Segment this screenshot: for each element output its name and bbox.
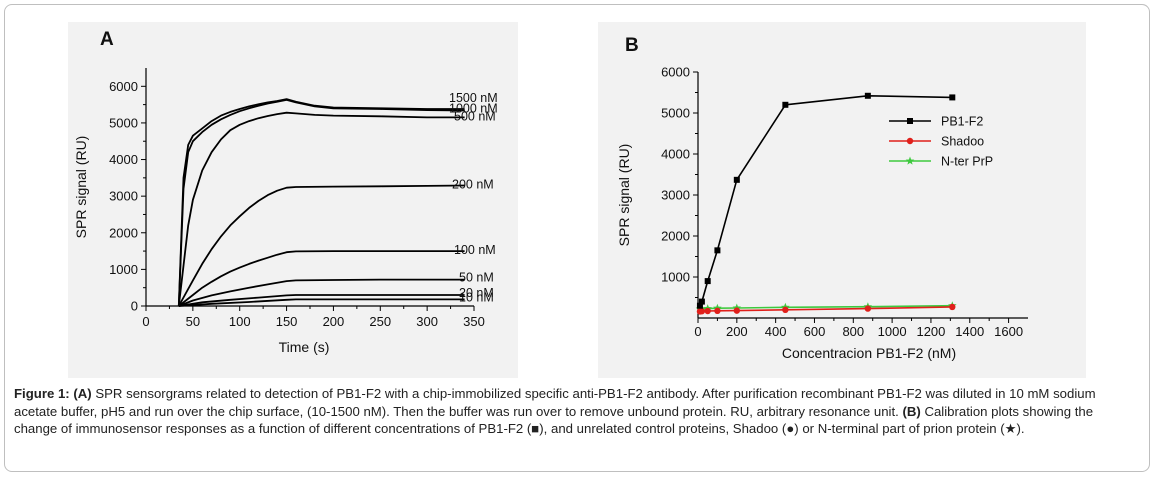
curve-label: 1500 nM [449,91,498,105]
curve-label: 1000 nM [449,101,498,115]
star-symbol: ★ [1004,421,1017,436]
x-tick-label: 300 [416,314,438,329]
sensorgram-curve [178,184,465,307]
x-tick-label: 1400 [955,324,984,339]
caption-label: Figure 1: [14,386,70,401]
sensorgram-curve [178,298,465,307]
circle-marker [714,307,721,315]
curve-label: 10 nM [459,290,494,304]
circle-marker [949,303,956,311]
curve-label: 500 nM [454,109,496,123]
y-tick-label: 4000 [109,152,138,167]
x-tick-label: 150 [276,314,298,329]
panel-b-letter: B [625,35,639,56]
star-marker [905,156,915,165]
circle-marker [782,306,789,313]
y-axis-title: SPR signal (RU) [616,144,632,247]
caption-b-text-3: ) or N-terminal part of prion protein ( [794,421,1005,436]
sensorgram-curve [178,294,465,307]
y-tick-label: 2000 [109,225,138,240]
y-tick-label: 1000 [109,262,138,277]
x-tick-label: 250 [369,314,391,329]
x-tick-label: 0 [142,314,149,329]
x-tick-label: 350 [463,314,485,329]
curve-label: 200 nM [452,178,494,192]
y-tick-label: 5000 [661,106,690,121]
figure-caption: Figure 1: (A) SPR sensorgrams related to… [14,385,1136,438]
chart-b: B 0 200 400 600 800 1000 1200 1400 1600 1000 2000 30… [616,35,1028,361]
y-tick-label: 6000 [109,79,138,94]
sensorgram-curve [178,250,465,307]
sensorgram-curve [177,99,465,307]
square-marker [696,302,703,309]
circle-marker [733,307,741,314]
legend-label: N-ter PrP [941,155,993,169]
circle-marker [698,308,706,315]
x-tick-label: 1000 [878,324,907,339]
sensorgram-curve [178,278,465,307]
caption-b-text-2: ), and unrelated control proteins, Shado… [539,421,787,436]
curve-label: 20 nM [459,286,494,300]
x-tick-label: 1200 [916,324,945,339]
y-tick-label: 3000 [661,188,690,203]
x-tick-label: 200 [323,314,345,329]
square-symbol: ■ [531,421,540,436]
chart-a: A 0 50 100 150 200 250 300 350 0 1000 2000 3000 4000 5… [73,29,498,355]
caption-b-text-4: ). [1016,421,1025,436]
circle-marker [704,307,711,315]
caption-a-tag: (A) [73,386,92,401]
square-marker [782,101,789,108]
y-tick-label: 6000 [661,65,690,80]
y-tick-label: 0 [131,299,138,314]
y-tick-label: 1000 [661,270,690,285]
square-marker [949,94,956,101]
x-tick-label: 800 [842,324,864,339]
caption-a-text: SPR sensorgrams related to detection of … [14,386,1096,419]
x-tick-label: 1600 [994,324,1023,339]
panel-b-background [598,22,1086,378]
legend-label: PB1-F2 [941,115,983,129]
x-tick-label: 50 [186,314,200,329]
x-tick-label: 400 [765,324,787,339]
square-marker [714,247,721,254]
x-tick-label: 600 [804,324,826,339]
caption-b-text-1: Calibration plots showing the change of … [14,403,1094,437]
y-tick-label: 2000 [661,229,690,244]
panel-a-letter: A [100,29,114,50]
curve-label: 50 nM [459,271,494,285]
curve-label: 100 nM [454,243,496,257]
circle-marker [864,305,872,312]
y-tick-label: 5000 [109,115,138,130]
circle-marker [906,137,914,145]
square-marker [704,278,711,285]
square-marker [698,298,705,305]
x-tick-label: 200 [726,324,748,339]
square-marker [733,176,740,183]
sensorgram-curve [177,111,465,307]
x-tick-label: 0 [694,324,701,339]
y-tick-label: 4000 [661,147,690,162]
square-marker [907,118,913,124]
series-line [699,95,953,307]
panel-a-background [68,22,518,378]
square-marker [864,92,871,99]
x-axis-title: Concentracion PB1-F2 (nM) [782,345,956,361]
legend-label: Shadoo [941,135,984,149]
y-tick-label: 3000 [109,189,138,204]
x-tick-label: 100 [229,314,251,329]
x-axis-title: Time (s) [279,339,330,355]
y-axis-title: SPR signal (RU) [73,136,89,239]
circle-symbol: ● [786,421,795,436]
caption-b-tag: (B) [902,403,921,419]
